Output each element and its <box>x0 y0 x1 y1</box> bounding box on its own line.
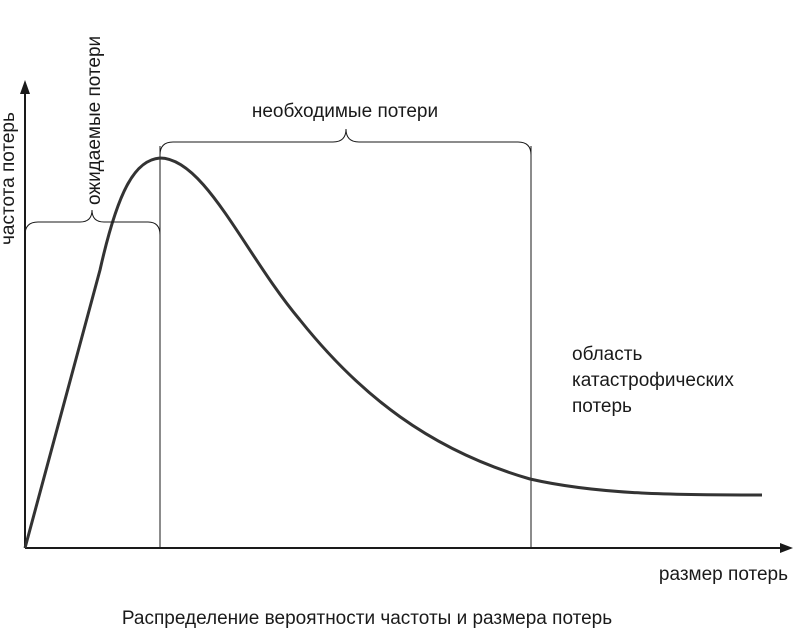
catastrophic-region-label-line2: катастрофических <box>572 370 734 391</box>
brace-necessary <box>159 128 532 156</box>
x-axis-label: размер потерь <box>659 564 788 585</box>
y-axis-label: частота потерь <box>0 112 19 245</box>
necessary-losses-label: необходимые потери <box>252 101 438 122</box>
loss-distribution-curve <box>23 156 763 549</box>
y-axis-arrow <box>20 80 30 94</box>
catastrophic-region-label-line3: потерь <box>572 396 632 417</box>
brace-expected <box>24 209 161 236</box>
catastrophic-region-label-line1: область <box>572 344 642 365</box>
expected-losses-label: ожидаемые потери <box>84 36 105 205</box>
diagram-caption: Распределение вероятности частоты и разм… <box>122 608 612 629</box>
x-axis-arrow <box>780 543 793 553</box>
